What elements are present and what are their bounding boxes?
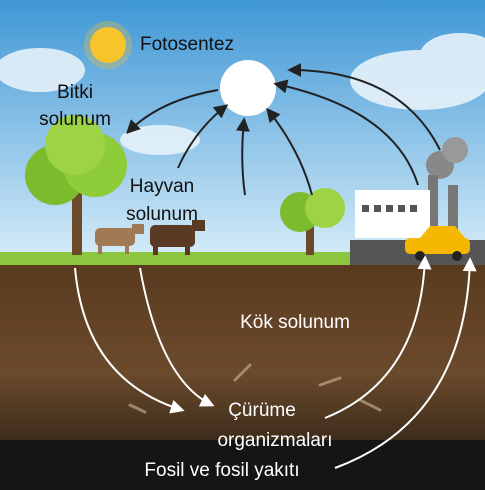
cows <box>95 220 205 255</box>
trees <box>25 115 345 255</box>
label: Bitki <box>57 82 93 103</box>
label: Fotosentez <box>140 34 234 55</box>
factory <box>355 137 468 238</box>
label: Çürüme <box>228 400 296 421</box>
label: solunum <box>126 204 198 225</box>
label: Kök solunum <box>240 312 350 333</box>
white-arrows <box>74 255 477 469</box>
bones <box>128 363 382 414</box>
black-arrows <box>126 63 441 196</box>
label: organizmaları <box>217 430 332 451</box>
label: solunum <box>39 109 111 130</box>
car <box>405 226 470 261</box>
co2-circle <box>220 60 276 116</box>
sun <box>90 27 126 63</box>
fossil-layer <box>0 440 485 490</box>
label: Hayvan <box>130 176 194 197</box>
soil <box>0 265 485 445</box>
label: Fosil ve fosil yakıtı <box>144 460 299 481</box>
sun-glow <box>84 21 132 69</box>
